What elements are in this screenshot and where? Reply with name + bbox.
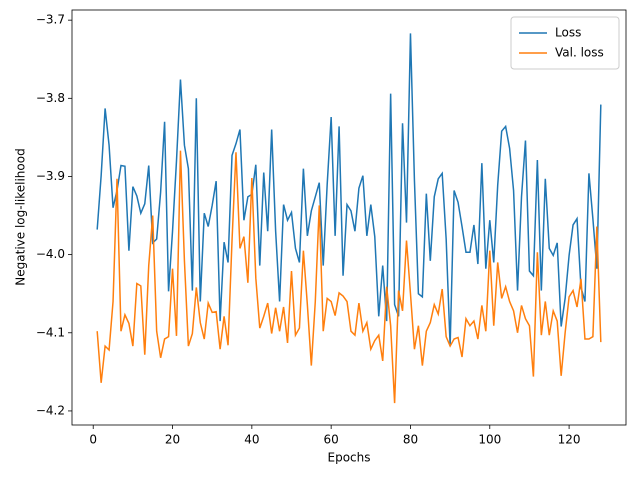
- y-tick-label: −3.7: [36, 13, 65, 27]
- x-tick-label: 100: [478, 433, 501, 447]
- x-tick-label: 20: [165, 433, 180, 447]
- y-tick-label: −4.1: [36, 325, 65, 339]
- x-axis-label: Epochs: [328, 451, 371, 465]
- y-tick-label: −3.9: [36, 169, 65, 183]
- y-tick-label: −4.2: [36, 403, 65, 417]
- line-series: [96, 150, 602, 404]
- x-tick-label: 80: [403, 433, 418, 447]
- x-tick-label: 40: [244, 433, 259, 447]
- axes-frame: [71, 9, 627, 426]
- x-tick-label: 0: [89, 433, 97, 447]
- x-tick-label: 120: [558, 433, 581, 447]
- legend-label: Loss: [555, 26, 581, 40]
- y-axis-label: Negative log-likelihood: [14, 148, 28, 285]
- line-series: [96, 33, 602, 347]
- y-tick-label: −4.0: [36, 247, 65, 261]
- y-tick-label: −3.8: [36, 91, 65, 105]
- legend-label: Val. loss: [555, 46, 604, 60]
- legend-box: [510, 16, 620, 70]
- x-tick-label: 60: [324, 433, 339, 447]
